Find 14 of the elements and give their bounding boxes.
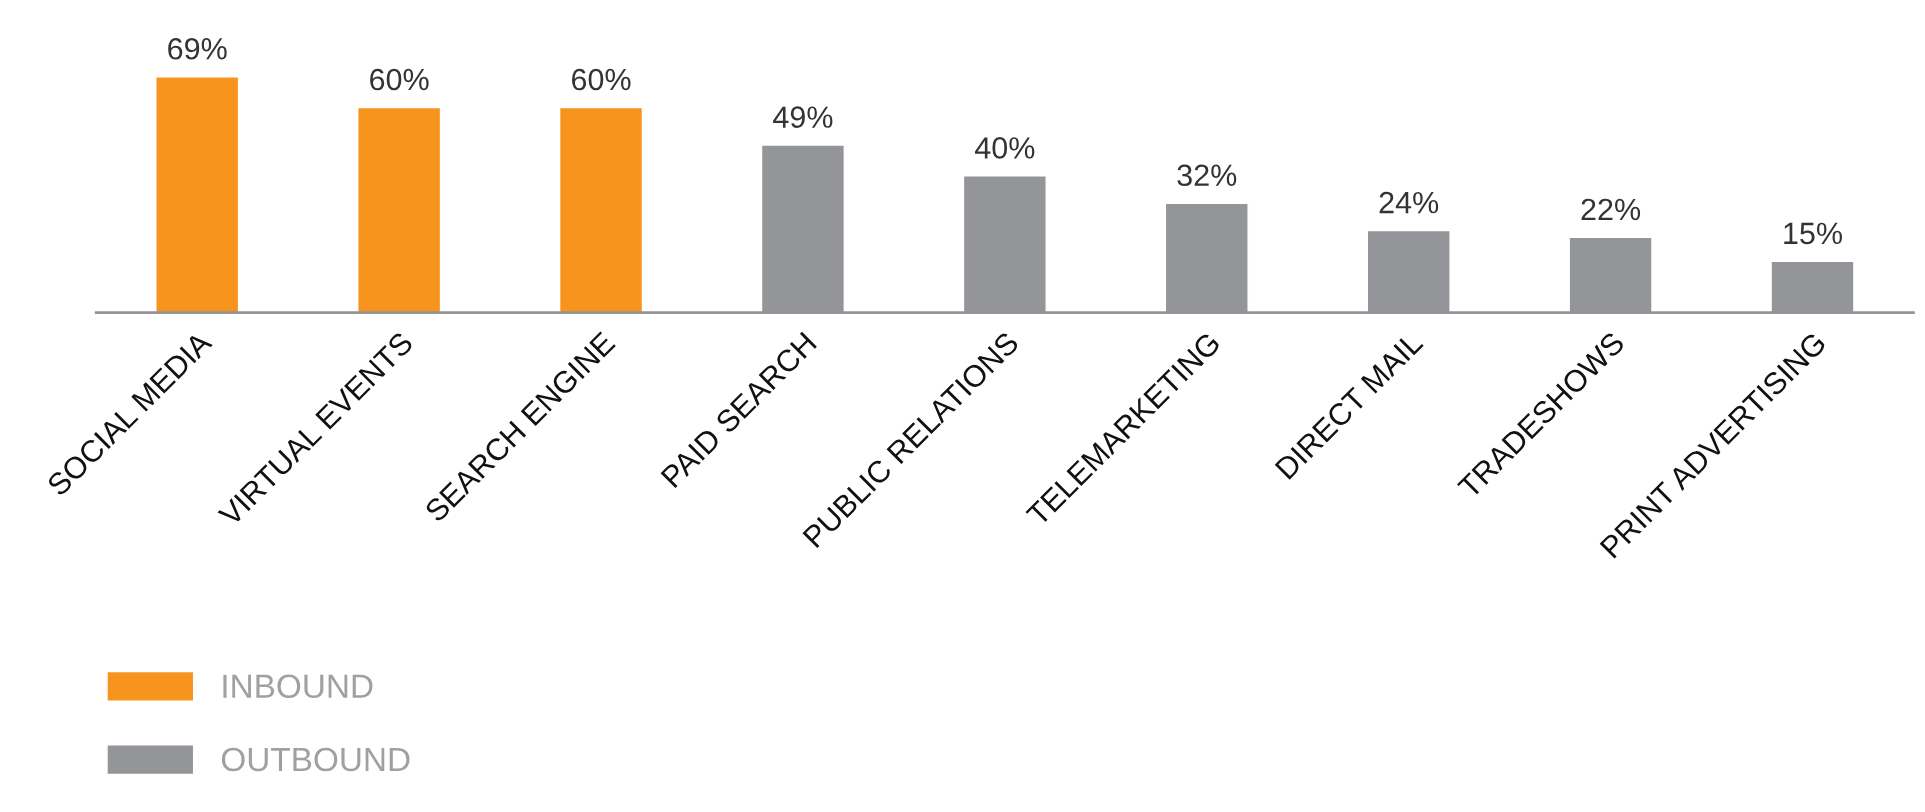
legend-label: INBOUND	[223, 674, 373, 699]
data-label: 22%	[1581, 198, 1641, 221]
data-label: 40%	[974, 137, 1035, 159]
data-label: 60%	[370, 68, 429, 91]
data-label: 49%	[773, 106, 833, 128]
data-label: 32%	[1177, 164, 1237, 187]
legend-label: OUTBOUND	[221, 747, 410, 772]
bar	[357, 106, 442, 313]
bar	[558, 106, 644, 313]
data-label: 24%	[1379, 191, 1439, 214]
data-label: 60%	[572, 68, 631, 91]
data-label: 69%	[168, 37, 227, 60]
data-label: 15%	[1784, 222, 1842, 245]
bar	[155, 76, 240, 313]
